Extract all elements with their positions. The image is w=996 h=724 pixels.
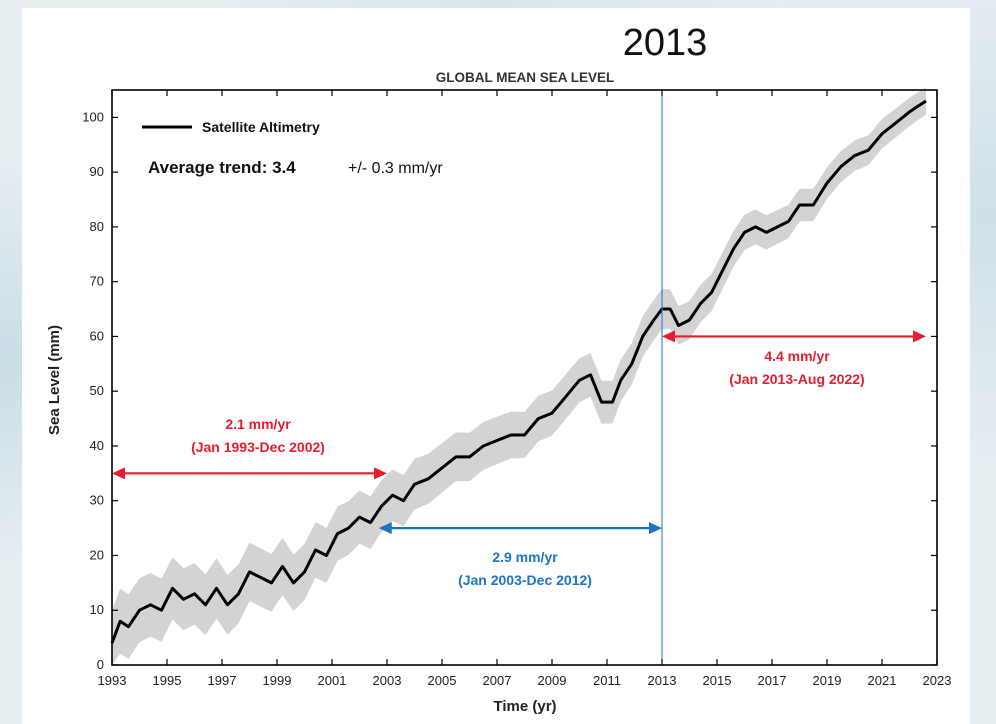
uncertainty-band-layer (112, 87, 926, 666)
plot-frame (111, 89, 938, 666)
trend-2013-2022-rate: 4.4 mm/yr (764, 348, 830, 364)
trend-arrows-layer (112, 330, 926, 535)
x-tick-label: 2013 (648, 673, 677, 688)
axis-ticks-layer: 1993 1995 1997 1999 2001 2003 2005 2007 2009 2011… (82, 90, 951, 688)
y-tick-label: 30 (90, 493, 104, 508)
average-trend-label: Average trend: 3.4 (148, 158, 296, 177)
trend-1993-2002-period: (Jan 1993-Dec 2002) (191, 439, 325, 455)
series-layer (110, 99, 927, 644)
x-tick-label: 2011 (593, 673, 621, 688)
y-tick-label: 40 (90, 438, 104, 453)
highlight-year-label: 2013 (623, 22, 708, 64)
y-axis-label: Sea Level (mm) (46, 325, 63, 435)
x-tick-label: 2003 (373, 673, 402, 688)
x-tick-label: 1997 (208, 673, 237, 688)
uncertainty-band (112, 87, 926, 666)
y-tick-label: 90 (90, 164, 104, 179)
arrow-head-right (649, 522, 662, 535)
arrow-head-left (378, 522, 392, 535)
x-axis-label: Time (yr) (493, 698, 556, 715)
y-tick-label: 0 (97, 657, 104, 672)
y-tick-label: 70 (90, 274, 104, 289)
y-tick-label: 80 (90, 219, 104, 234)
x-tick-label: 2021 (868, 673, 897, 688)
x-tick-label: 1995 (153, 673, 182, 688)
x-tick-label: 2017 (758, 673, 787, 688)
x-tick-label: 2009 (538, 673, 567, 688)
arrow-head-left (662, 330, 675, 343)
x-tick-label: 2007 (483, 673, 512, 688)
arrow-head-right (374, 467, 387, 480)
trend-arrow-1993-2002 (112, 467, 387, 480)
x-tick-label: 2023 (923, 673, 952, 688)
x-tick-label: 1993 (98, 673, 127, 688)
x-tick-label: 2015 (703, 673, 732, 688)
x-tick-label: 2005 (428, 673, 457, 688)
x-tick-label: 2001 (318, 673, 347, 688)
trend-arrow-2003-2012 (378, 522, 662, 535)
arrow-head-right (913, 330, 926, 343)
series-line-satellite-altimetry (110, 99, 927, 644)
x-tick-label: 1999 (263, 673, 292, 688)
y-tick-label: 100 (82, 109, 104, 124)
arrow-head-left (112, 467, 125, 480)
y-tick-label: 20 (90, 547, 104, 562)
legend-label: Satellite Altimetry (202, 119, 320, 135)
y-tick-label: 10 (90, 602, 104, 617)
chart-title: GLOBAL MEAN SEA LEVEL (436, 70, 615, 85)
trend-2013-2022-period: (Jan 2013-Aug 2022) (729, 371, 864, 387)
trend-2003-2012-period: (Jan 2003-Dec 2012) (458, 572, 592, 588)
x-tick-label: 2019 (813, 673, 842, 688)
trend-1993-2002-rate: 2.1 mm/yr (225, 416, 291, 432)
average-trend-uncertainty: +/- 0.3 mm/yr (348, 160, 443, 177)
y-tick-label: 60 (90, 328, 104, 343)
y-tick-label: 50 (90, 383, 104, 398)
trend-arrow-2013-2022 (662, 330, 926, 343)
trend-2003-2012-rate: 2.9 mm/yr (492, 549, 558, 565)
